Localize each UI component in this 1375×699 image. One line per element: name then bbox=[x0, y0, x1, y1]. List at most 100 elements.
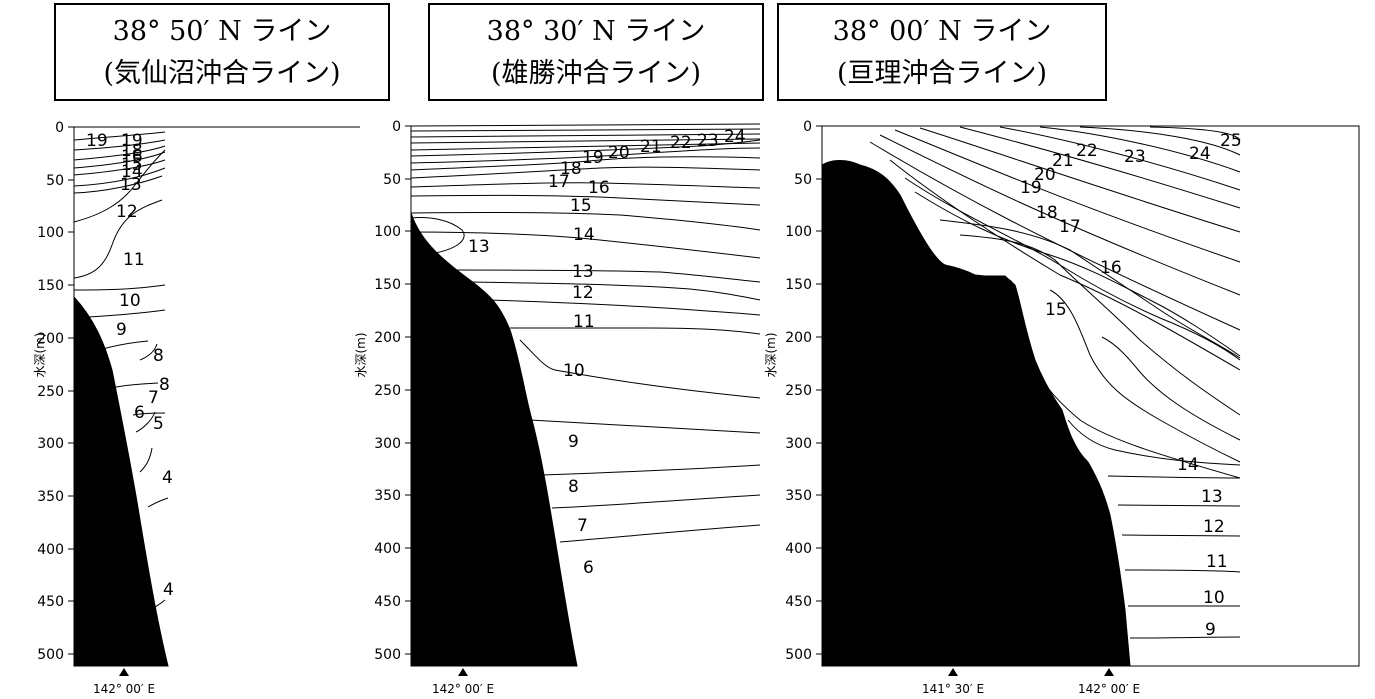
panel-3-contour-label-7: 18 bbox=[1036, 203, 1058, 223]
panel-3-contour-label-15: 10 bbox=[1203, 588, 1225, 608]
panel-3-contour-lines bbox=[869, 126, 1241, 639]
panel-2-contour-label-17: 8 bbox=[568, 477, 579, 497]
panel-1-contour-label-5: 14 bbox=[121, 162, 143, 182]
panel-3-ytick-9: 450 bbox=[785, 594, 812, 610]
chart-title-2: 38° 30′ N ライン bbox=[486, 16, 706, 47]
panel-1-contour-label-0: 19 bbox=[86, 131, 108, 151]
panel-3-longitude-marker-icon-1 bbox=[948, 668, 958, 676]
panel-3-contour-label-8: 17 bbox=[1059, 217, 1081, 237]
panel-2-axes bbox=[410, 126, 577, 667]
panel-1-contour-label-6: 13 bbox=[120, 175, 142, 195]
panel-2-contour-label-15: 10 bbox=[563, 361, 585, 381]
panel-1-contour-label-15: 5 bbox=[153, 414, 164, 434]
panel-1-ytick-6: 300 bbox=[37, 436, 64, 452]
panel-2-ytick-5: 250 bbox=[374, 383, 401, 399]
panel-1-contour-label-14: 6 bbox=[134, 403, 145, 423]
panel-3-contour-label-4: 21 bbox=[1052, 151, 1074, 171]
panel-1-contour-label-3: 16 bbox=[121, 147, 143, 167]
panel-3-seabed bbox=[821, 160, 1131, 667]
panel-1-ytick-1: 50 bbox=[46, 173, 64, 189]
panel-2-contour-label-3: 21 bbox=[640, 137, 662, 157]
panel-1-ytick-5: 250 bbox=[37, 384, 64, 400]
panel-2-contour-label-14: 11 bbox=[573, 312, 595, 332]
panel-3-longitude-marker-icon-2 bbox=[1104, 668, 1114, 676]
panel-2-ytick-4: 200 bbox=[374, 330, 401, 346]
panel-3-ytick-7: 350 bbox=[785, 488, 812, 504]
panel-1-ytick-10: 500 bbox=[37, 647, 64, 663]
panel-2-contour-labels: 24 23 22 21 20 19 18 17 16 15 14 13 13 1… bbox=[468, 127, 746, 578]
panel-3-ytick-8: 400 bbox=[785, 541, 812, 557]
panel-2-ytick-8: 400 bbox=[374, 541, 401, 557]
panel-2-contour-label-10: 14 bbox=[573, 225, 595, 245]
panel-3-ytick-6: 300 bbox=[785, 436, 812, 452]
panel-3-contour-label-2: 23 bbox=[1124, 147, 1146, 167]
panel-2-ytick-10: 500 bbox=[374, 647, 401, 663]
panel-2-contour-label-7: 17 bbox=[548, 172, 570, 192]
panel-2-contour-label-2: 22 bbox=[670, 133, 692, 153]
panel-2-contour-label-5: 19 bbox=[582, 148, 604, 168]
panel-2-contour-label-9: 15 bbox=[570, 196, 592, 216]
panel-3-contour-label-13: 12 bbox=[1203, 517, 1225, 537]
panel-3-contour-label-6: 19 bbox=[1020, 178, 1042, 198]
panel-3-ytick-4: 200 bbox=[785, 330, 812, 346]
panel-2-ytick-6: 300 bbox=[374, 436, 401, 452]
panel-3-contour-label-3: 22 bbox=[1076, 141, 1098, 161]
panel-1-contour-label-8: 11 bbox=[123, 250, 145, 270]
panel-1-axes bbox=[73, 127, 168, 667]
panel-3-contour-label-12: 13 bbox=[1201, 487, 1223, 507]
panel-2-contour-label-8: 16 bbox=[588, 178, 610, 198]
panel-3-contour-label-1: 24 bbox=[1189, 144, 1211, 164]
panel-3-ytick-2: 100 bbox=[785, 224, 812, 240]
panel-3-ytick-3: 150 bbox=[785, 277, 812, 293]
panel-1-ytick-2: 100 bbox=[37, 225, 64, 241]
panel-1-contour-label-7: 12 bbox=[116, 202, 138, 222]
panel-3-contour-label-14: 11 bbox=[1206, 552, 1228, 572]
panel-3-ytick-5: 250 bbox=[785, 383, 812, 399]
panel-2-contour-label-16: 9 bbox=[568, 432, 579, 452]
panel-1: 0 50 100 150 200 250 300 350 400 450 500… bbox=[33, 120, 360, 696]
chart-subtitle-2: (雄勝沖合ライン) bbox=[490, 58, 702, 89]
panel-2-ytick-7: 350 bbox=[374, 488, 401, 504]
panel-3-contour-label-10: 15 bbox=[1045, 300, 1067, 320]
panel-1-contour-label-11: 8 bbox=[153, 346, 164, 366]
panel-2-ytick-2: 100 bbox=[374, 224, 401, 240]
chart-subtitle-1: (気仙沼沖合ライン) bbox=[103, 58, 341, 89]
panel-2-contour-label-19: 6 bbox=[583, 558, 594, 578]
panel-3-y-axis-label: 水深(m) bbox=[764, 332, 778, 377]
panel-1-contour-label-2: 18 bbox=[121, 141, 143, 161]
panel-1-ytick-8: 400 bbox=[37, 542, 64, 558]
panel-3: 0 50 100 150 200 250 300 350 400 450 500… bbox=[764, 119, 1360, 696]
panel-1-contour-label-13: 7 bbox=[148, 388, 159, 408]
panel-1-longitude-marker-icon bbox=[119, 668, 129, 676]
panel-3-ytick-0: 0 bbox=[803, 119, 812, 135]
panel-1-contour-label-1: 19 bbox=[121, 131, 143, 151]
panel-1-contour-label-4: 15 bbox=[121, 155, 143, 175]
panel-2-contour-label-0: 24 bbox=[724, 127, 746, 147]
panel-1-ytick-9: 450 bbox=[37, 594, 64, 610]
panel-2-contour-label-18: 7 bbox=[577, 516, 588, 536]
panel-2-ytick-3: 150 bbox=[374, 277, 401, 293]
panel-2-y-tick-labels: 0 50 100 150 200 250 300 350 400 450 500 bbox=[374, 119, 401, 663]
panel-1-contour-label-16: 4 bbox=[162, 468, 173, 488]
panel-2-contour-label-11: 13 bbox=[468, 237, 490, 257]
panel-1-contour-label-17: 4 bbox=[163, 580, 174, 600]
panel-2-contour-lines bbox=[410, 123, 761, 543]
panel-3-contour-label-16: 9 bbox=[1205, 620, 1216, 640]
panel-2-contour-label-13: 12 bbox=[572, 283, 594, 303]
panel-3-longitude-label-1: 141° 30′ E bbox=[922, 682, 984, 696]
panel-1-contour-labels: 19 19 18 16 15 14 13 12 11 10 9 8 8 7 6 … bbox=[86, 131, 174, 600]
panel-1-contour-label-9: 10 bbox=[119, 291, 141, 311]
panel-2-longitude-label: 142° 00′ E bbox=[432, 682, 494, 696]
panel-1-ytick-0: 0 bbox=[55, 120, 64, 136]
panel-1-ytick-3: 150 bbox=[37, 278, 64, 294]
panel-2-contour-label-4: 20 bbox=[608, 143, 630, 163]
panel-3-y-ticks bbox=[816, 125, 822, 655]
panel-1-y-ticks bbox=[68, 126, 74, 655]
panel-2-contour-label-1: 23 bbox=[697, 131, 719, 151]
panel-2-y-ticks bbox=[405, 125, 411, 655]
panel-1-seabed bbox=[73, 295, 169, 667]
panel-3-contour-label-0: 25 bbox=[1220, 131, 1242, 151]
panel-2-ytick-1: 50 bbox=[383, 172, 401, 188]
chart-title-1: 38° 50′ N ライン bbox=[112, 16, 332, 47]
